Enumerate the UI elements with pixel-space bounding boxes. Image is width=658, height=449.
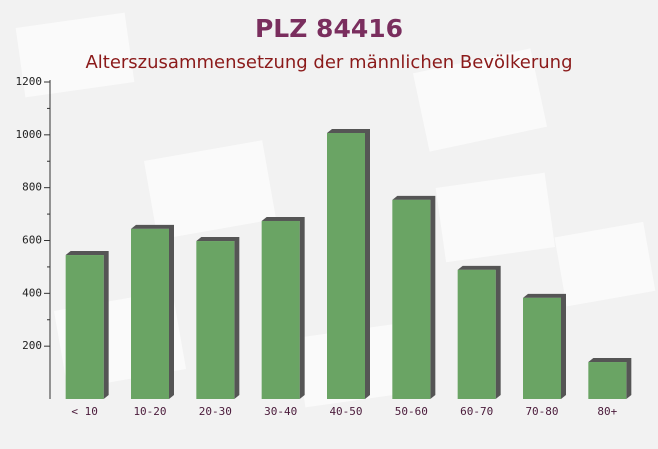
bar — [457, 269, 496, 399]
chart-subtitle: Alterszusammensetzung der männlichen Bev… — [85, 52, 572, 73]
y-tick-label: 200 — [22, 339, 42, 352]
x-tick-label: 30-40 — [264, 405, 297, 418]
x-tick-label: 10-20 — [133, 405, 166, 418]
bar-shadow — [65, 251, 109, 399]
bar — [131, 228, 169, 399]
x-tick-label: 60-70 — [460, 405, 493, 418]
bar — [196, 241, 235, 399]
bar-shadow — [196, 237, 240, 399]
bar-shadow — [392, 195, 436, 399]
bar — [588, 362, 627, 399]
bar-shadow — [523, 293, 566, 399]
bar-shadow — [131, 224, 174, 399]
bar — [392, 199, 431, 399]
bar-shadow — [261, 216, 305, 399]
y-tick-label: 600 — [22, 234, 42, 247]
y-tick-label: 800 — [22, 181, 42, 194]
x-tick-label: < 10 — [71, 405, 98, 418]
chart-title: PLZ 84416 — [255, 14, 403, 43]
y-tick-label: 1200 — [16, 75, 43, 88]
bar — [261, 220, 300, 399]
x-tick-label: 20-30 — [199, 405, 232, 418]
x-tick-label: 50-60 — [395, 405, 428, 418]
y-tick-label: 1000 — [16, 128, 43, 141]
bar — [65, 255, 104, 399]
y-tick-label: 400 — [22, 286, 42, 299]
x-tick-label: 80+ — [597, 405, 617, 418]
bar — [523, 297, 561, 399]
bar-shadow — [327, 128, 370, 399]
bar-shadow — [588, 358, 632, 399]
x-tick-label: 70-80 — [525, 405, 558, 418]
bar-shadow — [457, 265, 501, 399]
bar — [327, 132, 365, 399]
x-tick-label: 40-50 — [329, 405, 362, 418]
